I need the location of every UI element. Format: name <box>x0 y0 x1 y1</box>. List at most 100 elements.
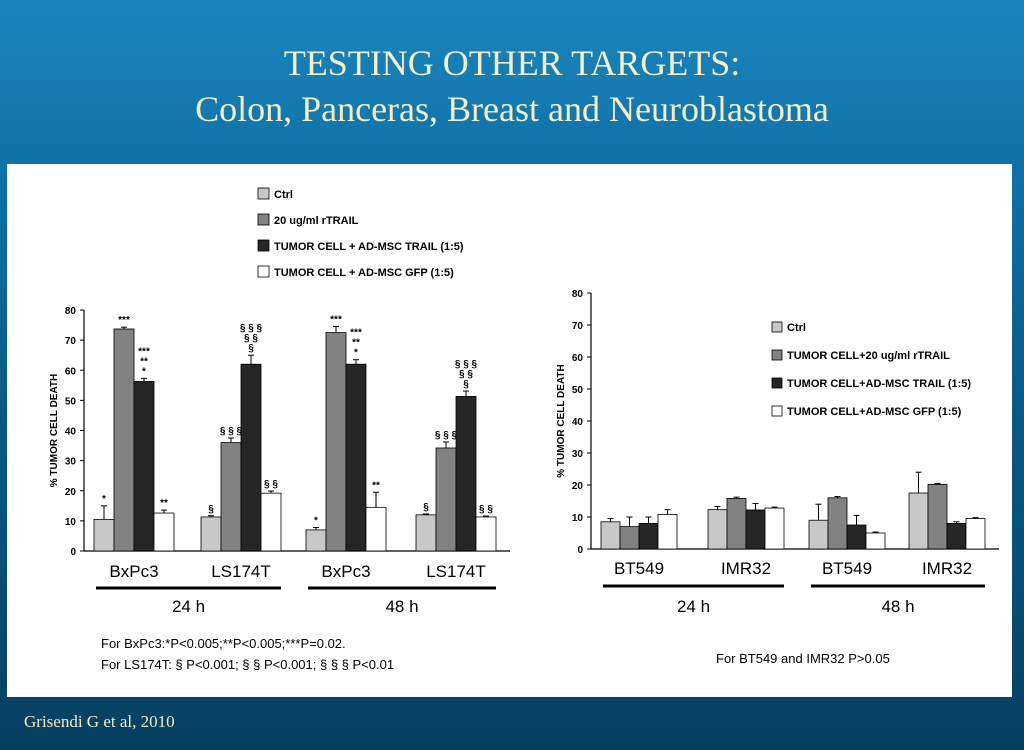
chart1-bar <box>965 518 986 550</box>
chart1-bar <box>600 521 621 550</box>
chart1-bar <box>808 519 829 550</box>
chart0-footnote: For LS174T: § P<0.001; § § P<0.001; § § … <box>101 657 394 672</box>
chart0-legend-swatch <box>257 213 270 226</box>
chart0-bar <box>325 332 347 552</box>
chart0-legend-label: 20 ug/ml rTRAIL <box>274 215 359 227</box>
chart0-bar <box>365 506 387 552</box>
chart0-category-label: BxPc3 <box>109 562 158 581</box>
chart0-y-tick-label: 70 <box>65 336 77 347</box>
chart1-bar <box>638 522 659 550</box>
chart0-bar <box>455 396 477 552</box>
chart1-y-tick-label: 10 <box>572 513 584 524</box>
chart0-y-tick-label: 0 <box>70 547 76 558</box>
chart0-significance-label: § <box>463 379 469 390</box>
chart1-legend-label: Ctrl <box>787 322 806 334</box>
chart1-y-axis-label: % TUMOR CELL DEATH <box>556 364 567 478</box>
chart0-significance-label: § § <box>459 369 473 380</box>
chart1-bar <box>764 507 785 550</box>
chart0-bar <box>415 514 437 552</box>
chart1-time-group-label: 48 h <box>881 597 914 616</box>
slide-title-line2: Colon, Panceras, Breast and Neuroblastom… <box>195 89 829 129</box>
chart0-bar <box>475 516 497 552</box>
chart1-footnote: For BT549 and IMR32 P>0.05 <box>716 651 890 666</box>
chart1-bar <box>865 532 886 550</box>
chart0-y-tick-label: 60 <box>65 366 77 377</box>
chart0-y-axis-label: % TUMOR CELL DEATH <box>49 374 60 488</box>
chart1-category-label: BT549 <box>822 559 872 578</box>
chart0-significance-label: * <box>102 494 106 505</box>
chart0-significance-label: *** <box>330 315 342 326</box>
chart0-significance-label: § <box>423 502 429 513</box>
chart0-significance-label: § § § <box>455 359 478 370</box>
chart0-legend-label: Ctrl <box>274 189 293 201</box>
chart0-significance-label: § § § <box>435 430 458 441</box>
chart1-category-label: BT549 <box>614 559 664 578</box>
chart1-bar <box>927 483 948 550</box>
chart0-category-label: LS174T <box>211 562 271 581</box>
chart0-bar <box>200 516 222 552</box>
chart0-time-group-label: 48 h <box>385 597 418 616</box>
chart0-significance-label: ** <box>160 498 168 509</box>
citation: Grisendi G et al, 2010 <box>24 712 175 731</box>
chart0-significance-label: * <box>314 516 318 527</box>
chart0-bar <box>93 518 115 552</box>
chart1-y-tick-label: 70 <box>572 321 584 332</box>
chart0-significance-label: § § § <box>220 426 243 437</box>
chart0-y-tick-label: 40 <box>65 427 77 438</box>
chart1-bar <box>846 524 867 550</box>
chart0-significance-label: *** <box>118 315 130 326</box>
chart0-bar <box>113 328 135 552</box>
chart1-legend-swatch <box>771 405 783 417</box>
chart0-bar <box>260 492 282 552</box>
chart0-y-tick-label: 80 <box>65 306 77 317</box>
chart0-time-group-label: 24 h <box>172 597 205 616</box>
chart0-significance-label: ** <box>372 480 380 491</box>
chart0-category-label: BxPc3 <box>321 562 370 581</box>
chart0-legend-swatch <box>257 239 270 252</box>
chart1-legend-swatch <box>771 321 783 333</box>
figure-panel: 0 10 20 30 40 50 60 70 80 % TUMOR CELL DEATH Ctrl 2… <box>7 164 1012 697</box>
chart0-bar <box>240 363 262 552</box>
chart0-legend-swatch <box>257 187 270 200</box>
chart1-bar <box>827 497 848 550</box>
chart1-legend-label: TUMOR CELL+AD-MSC GFP (1:5) <box>787 406 962 418</box>
chart0-y-tick-label: 50 <box>65 396 77 407</box>
chart0-significance-label: § <box>208 504 214 515</box>
chart0-category-label: LS174T <box>426 562 486 581</box>
chart0-legend-swatch <box>257 265 270 278</box>
chart0-bar <box>220 442 242 552</box>
chart0-significance-label: § § § <box>240 323 263 334</box>
chart1-legend-label: TUMOR CELL+AD-MSC TRAIL (1:5) <box>787 378 971 390</box>
chart0-significance-label: § <box>248 343 254 354</box>
chart1-y-tick-label: 40 <box>572 417 584 428</box>
chart1-bar <box>707 509 728 550</box>
chart0-legend-label: TUMOR CELL + AD-MSC TRAIL (1:5) <box>274 241 464 253</box>
chart0-significance-label: *** <box>350 328 362 339</box>
chart1-legend-label: TUMOR CELL+20 ug/ml rTRAIL <box>787 350 950 362</box>
chart0-significance-label: § § <box>264 479 278 490</box>
chart0-legend-label: TUMOR CELL + AD-MSC GFP (1:5) <box>274 267 454 279</box>
chart1-category-label: IMR32 <box>721 559 771 578</box>
chart1-y-tick-label: 60 <box>572 353 584 364</box>
chart1-bar <box>657 514 678 550</box>
chart0-bar <box>345 363 367 552</box>
chart0-significance-label: * <box>142 366 146 377</box>
chart1-bar <box>908 492 929 550</box>
chart1-bar <box>726 498 747 550</box>
chart1-legend-swatch <box>771 349 783 361</box>
chart1-category-label: IMR32 <box>922 559 972 578</box>
chart1-bar <box>946 522 967 550</box>
chart0-significance-label: ** <box>140 356 148 367</box>
slide-title: TESTING OTHER TARGETS: Colon, Panceras, … <box>0 40 1024 132</box>
chart0-significance-label: § § <box>479 504 493 515</box>
chart0-bar <box>153 512 175 552</box>
chart1-legend-swatch <box>771 377 783 389</box>
chart1-time-group-label: 24 h <box>677 597 710 616</box>
chart1-y-tick-label: 30 <box>572 449 584 460</box>
chart0-footnote: For BxPc3:*P<0.005;**P<0.005;***P=0.02. <box>101 636 346 651</box>
chart1-bar <box>745 509 766 550</box>
chart1-y-tick-label: 0 <box>577 545 583 556</box>
figure-svg: 0 10 20 30 40 50 60 70 80 % TUMOR CELL DEATH Ctrl 2… <box>49 187 999 672</box>
chart0-y-tick-label: 20 <box>65 487 77 498</box>
chart1-y-tick-label: 50 <box>572 385 584 396</box>
